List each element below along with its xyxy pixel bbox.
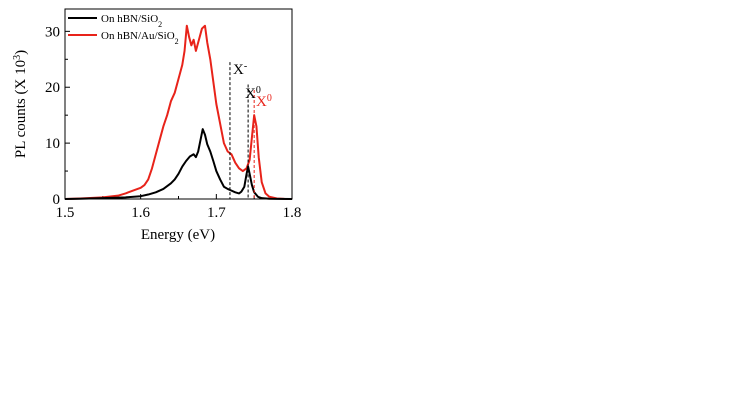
x0-black-annotation: X0 xyxy=(245,85,261,103)
x-axis-label: Energy (eV) xyxy=(141,227,215,243)
x-tick-label: 1.7 xyxy=(207,205,226,221)
series-line-hbn-sio2 xyxy=(64,128,293,200)
x-tick-label: 1.5 xyxy=(56,205,75,221)
y-tick-label: 0 xyxy=(53,192,61,208)
y-tick-label: 30 xyxy=(45,24,60,40)
legend-label-black: On hBN/SiO2 xyxy=(101,13,162,29)
series-layer xyxy=(64,24,293,200)
legend: On hBN/SiO2 On hBN/Au/SiO2 xyxy=(68,13,179,46)
x-minus-annotation: X- xyxy=(233,61,247,79)
y-tick-label: 20 xyxy=(45,80,60,96)
y-tick-label: 10 xyxy=(45,136,60,152)
legend-label-red: On hBN/Au/SiO2 xyxy=(101,30,179,46)
series-line-hbn-au-sio2 xyxy=(64,24,293,200)
x-tick-label: 1.8 xyxy=(283,205,302,221)
x-tick-label: 1.6 xyxy=(131,205,150,221)
marker-lines-layer xyxy=(229,62,255,199)
x0-red-annotation: X0 xyxy=(256,93,272,111)
y-axis-label: PL counts (X 103) xyxy=(12,50,30,158)
ticks-layer: 1.5 1.6 1.7 1.8 0 10 20 30 xyxy=(45,24,301,221)
